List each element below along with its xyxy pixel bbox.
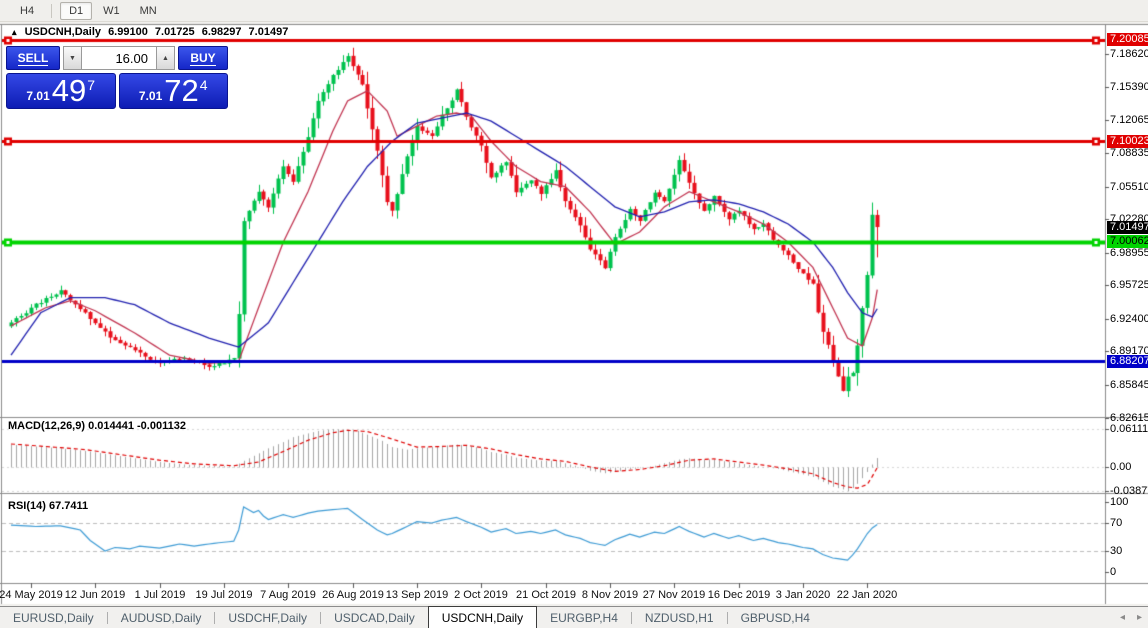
tab-separator [726,611,728,624]
date-axis-label: 16 Dec 2019 [707,589,771,601]
chart-tab-eurusd-daily[interactable]: EURUSD,Daily [13,610,94,625]
tab-scroll-right-icon[interactable]: ▸ [1136,611,1142,623]
spin-down-icon: ▼ [69,54,76,62]
chart-symbol: USDCNH,Daily [24,26,101,38]
date-axis-label: 8 Nov 2019 [581,589,639,601]
macd-axis-label: 0.00 [1110,461,1132,473]
chart-tab-gbpusd-h4[interactable]: GBPUSD,H4 [740,610,810,625]
price-axis-label: 7.18620 [1110,48,1148,60]
chart-tab-usdchf-daily[interactable]: USDCHF,Daily [228,610,308,625]
spin-up-icon: ▲ [162,54,169,62]
price-axis-label: 6.92400 [1110,313,1148,325]
date-axis-label: 7 Aug 2019 [260,589,316,601]
macd-axis-label: -0.03877 [1110,485,1148,497]
price-axis-label: 6.82615 [1110,412,1148,424]
ohlc-high: 7.01725 [154,26,195,38]
buy-price-digits: 72 [164,73,199,108]
collapse-arrow-icon[interactable]: ▴ [12,27,17,37]
price-axis-label: 6.85845 [1110,379,1148,391]
rsi-axis-label: 100 [1110,496,1129,508]
ohlc-low: 6.98297 [201,26,242,38]
sell-price-digits: 49 [51,73,87,108]
timeframe-button-d1[interactable]: D1 [60,1,93,20]
price-axis-label: 6.89170 [1110,345,1148,357]
chart-tab-audusd-daily[interactable]: AUDUSD,Daily [120,610,202,625]
date-axis-label: 13 Sep 2019 [385,589,449,601]
buy-button[interactable]: BUY [178,46,228,70]
sell-price-box[interactable]: 7.01 49 7 [6,73,116,109]
date-axis-label: 22 Jan 2020 [836,589,898,601]
macd-indicator-label: MACD(12,26,9) 0.014441 -0.001132 [8,420,186,432]
price-axis-label: 7.12065 [1110,114,1148,126]
buy-price-prefix: 7.01 [138,88,163,103]
chart-tab-bar: EURUSD,Daily AUDUSD,Daily USDCHF,Daily USDC… [0,606,1148,628]
buy-price-pipette: 4 [199,76,208,93]
date-axis-label: 24 May 2019 [0,589,63,601]
sell-button-label: SELL [17,50,49,66]
chart-tab-usdcnh-daily[interactable]: USDCNH,Daily [427,606,538,628]
timeframe-button-w1[interactable]: W1 [103,4,120,17]
ohlc-close: 7.01497 [248,26,289,38]
macd-axis-label: 0.061119 [1110,423,1148,435]
one-click-trading-panel: SELL ▼ 16.00 ▲ BUY 7.01 49 7 7.01 72 4 [6,46,228,109]
sell-button[interactable]: SELL [6,46,60,70]
toolbar-separator [51,3,53,18]
tab-separator [214,611,216,624]
rsi-axis-label: 0 [1110,566,1117,578]
price-level-badge: 7.10023 [1107,135,1148,148]
chart-tab-usdcad-daily[interactable]: USDCAD,Daily [334,610,415,625]
tab-separator [630,611,632,624]
volume-decrease-button[interactable]: ▼ [63,46,82,70]
price-level-badge: 7.20085 [1107,33,1148,46]
sell-price-prefix: 7.01 [26,88,50,103]
rsi-indicator-label: RSI(14) 67.7411 [8,500,89,512]
tab-scroll-controls: ◂ ▸ [1120,607,1142,627]
buy-price-box[interactable]: 7.01 72 4 [118,73,228,109]
price-level-badge: 7.01497 [1107,221,1148,234]
price-axis-label: 6.98955 [1110,247,1148,259]
ohlc-open: 6.99100 [108,26,148,38]
price-axis-label: 6.95725 [1110,279,1148,291]
date-axis-label: 27 Nov 2019 [642,589,706,601]
date-axis-label: 21 Oct 2019 [516,589,576,601]
date-axis-label: 2 Oct 2019 [454,589,508,601]
price-level-badge: 7.00062 [1107,235,1148,248]
chart-tab-eurgbp-h4[interactable]: EURGBP,H4 [550,610,618,625]
price-axis-label: 7.05510 [1110,181,1148,193]
date-axis-label: 3 Jan 2020 [775,589,831,601]
volume-increase-button[interactable]: ▲ [156,46,175,70]
rsi-axis-label: 70 [1110,517,1123,529]
timeframe-button-h4[interactable]: H4 [20,4,35,17]
tab-separator [106,611,108,624]
timeframe-toolbar: H4 D1 W1 MN [0,0,1148,22]
tab-scroll-left-icon[interactable]: ◂ [1119,611,1125,623]
date-axis-label: 12 Jun 2019 [64,589,126,601]
volume-input[interactable]: 16.00 [82,46,156,70]
rsi-axis-label: 30 [1110,545,1123,557]
chart-title: ▴ USDCNH,Daily 6.99100 7.01725 6.98297 7… [12,26,292,38]
date-axis-label: 1 Jul 2019 [134,589,186,601]
sell-price-pipette: 7 [87,76,96,93]
buy-button-label: BUY [190,50,216,66]
tab-separator [320,611,322,624]
date-axis-label: 26 Aug 2019 [322,589,384,601]
chart-tab-nzdusd-h1[interactable]: NZDUSD,H1 [644,610,714,625]
timeframe-button-mn[interactable]: MN [139,4,157,17]
price-axis-label: 7.08835 [1110,147,1148,159]
price-axis-label: 7.15390 [1110,81,1148,93]
price-level-badge: 6.88207 [1107,355,1148,368]
date-axis-label: 19 Jul 2019 [195,589,253,601]
